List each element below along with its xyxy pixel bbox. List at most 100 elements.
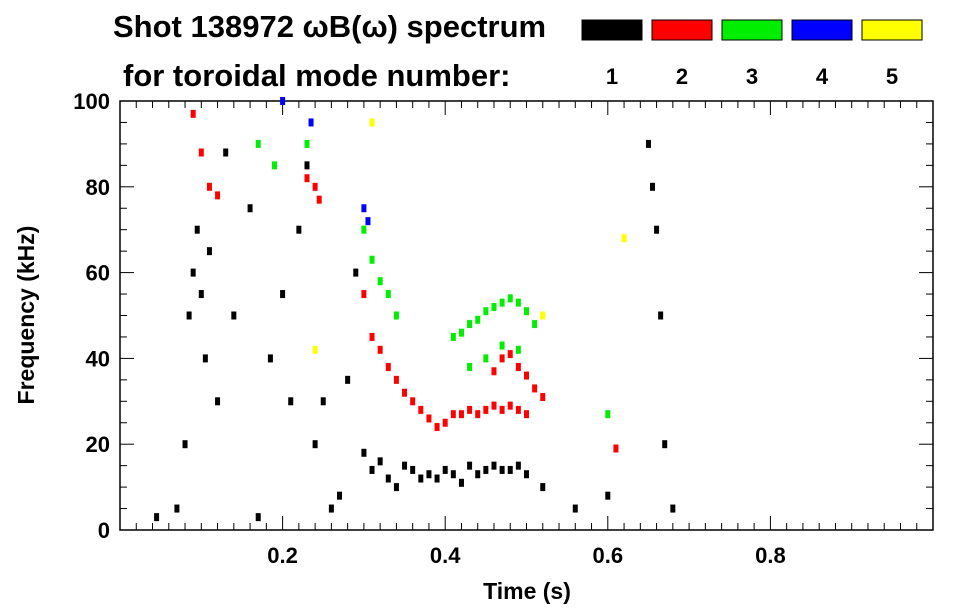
y-axis-label: Frequency (kHz) [13,226,39,405]
legend-label-5: 5 [886,64,898,89]
data-point [198,148,204,157]
data-point [198,290,204,299]
data-point [483,307,489,316]
legend-label-2: 2 [676,64,688,89]
data-point [645,139,651,148]
legend-label-1: 1 [606,64,618,89]
data-point [206,247,212,256]
data-point [154,513,160,522]
data-point [499,354,505,363]
data-point [418,474,424,483]
data-point [186,311,192,320]
data-point [491,367,497,376]
data-point [483,465,489,474]
series-2 [190,109,619,453]
series-3 [255,139,611,419]
data-point [312,440,318,449]
data-point [206,182,212,191]
data-point [426,414,432,423]
data-point [369,118,375,127]
data-point [507,294,513,303]
data-point [670,504,676,513]
data-point [182,440,188,449]
data-point [280,290,286,299]
legend-swatch-2 [651,19,713,41]
series-4 [280,97,371,226]
data-point [621,234,627,243]
data-point [320,397,326,406]
data-point [540,311,546,320]
y-axis-ticks: 0 20 40 60 80 100 [73,89,933,543]
chart-title-line2: for toroidal mode number: [123,58,511,93]
data-point [524,470,529,479]
data-point [650,182,656,191]
data-point [337,491,343,500]
data-point [605,491,611,500]
data-point [507,401,513,410]
data-point [402,388,408,397]
legend: 1 2 3 4 5 [581,19,923,89]
data-point [532,320,538,329]
data-point [377,345,383,354]
data-point [572,504,578,513]
data-point [353,268,359,277]
data-point [369,255,375,264]
data-point [308,118,314,127]
data-point [369,465,375,474]
data-point [467,320,473,329]
data-point [524,371,529,380]
data-point [328,504,334,513]
data-point [613,444,619,453]
y-tick-label: 100 [73,89,110,114]
data-point [483,405,489,414]
x-axis-ticks: 0.2 0.4 0.6 0.8 [135,101,918,568]
data-point [304,139,310,148]
legend-swatch-4 [791,19,853,41]
data-point [458,328,464,337]
data-point [515,298,521,307]
data-point [418,405,424,414]
data-point [194,225,200,234]
data-point [304,174,310,183]
data-point [475,410,481,419]
data-point [662,440,668,449]
data-point [402,461,408,470]
series-5 [312,118,627,354]
data-point [499,405,505,414]
data-point [515,362,521,371]
data-point [467,362,473,371]
data-point [255,513,261,522]
data-point [247,204,253,213]
data-point [434,423,440,432]
data-point [426,470,432,479]
data-point [524,410,529,419]
data-point [393,375,399,384]
data-point [475,470,481,479]
x-axis-label: Time (s) [483,578,571,604]
x-tick-label: 0.4 [430,543,461,568]
data-point [215,191,221,200]
data-point [223,148,229,157]
data-point [458,410,464,419]
data-point [605,410,611,419]
data-point [475,315,481,324]
data-point [491,461,497,470]
data-point [369,332,375,341]
data-point [288,397,294,406]
data-point [515,345,521,354]
data-point [499,465,505,474]
data-point [215,397,221,406]
data-point [524,307,529,316]
data-point [385,290,391,299]
y-tick-label: 40 [86,346,110,371]
spectrum-marks [154,97,676,522]
data-point [467,405,473,414]
data-point [271,161,277,170]
data-point [231,311,237,320]
data-point [540,393,546,402]
legend-swatch-5 [861,19,923,41]
data-point [442,418,448,427]
data-point [654,225,660,234]
data-point [467,461,473,470]
